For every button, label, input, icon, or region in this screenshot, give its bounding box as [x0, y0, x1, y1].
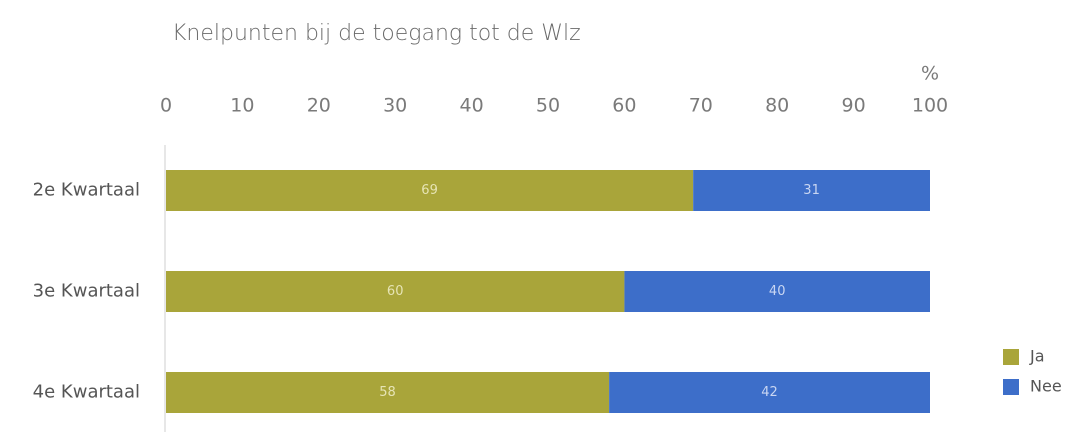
bar-segment — [624, 271, 930, 312]
chart-title: Knelpunten bij de toegang tot de Wlz — [172, 21, 581, 46]
x-tick-label: 40 — [460, 95, 484, 117]
legend-label: Nee — [1030, 377, 1062, 396]
x-tick-label: 10 — [230, 95, 254, 117]
bar-segment — [609, 372, 930, 413]
x-tick-label: 20 — [307, 95, 331, 117]
category-label: 2e Kwartaal — [33, 180, 140, 201]
data-label: 69 — [421, 183, 438, 198]
data-label: 31 — [803, 183, 820, 198]
category-label: 4e Kwartaal — [33, 382, 140, 403]
category-label: 3e Kwartaal — [33, 281, 140, 302]
legend-swatch — [1003, 349, 1019, 365]
bar-segment — [166, 170, 694, 211]
x-tick-label: 90 — [842, 95, 866, 117]
bar-segment — [166, 372, 610, 413]
x-tick-label: 50 — [536, 95, 560, 117]
x-tick-label: 70 — [689, 95, 713, 117]
data-label: 58 — [379, 385, 396, 400]
x-tick-label: 100 — [912, 95, 948, 117]
data-label: 40 — [769, 284, 786, 299]
x-tick-label: 60 — [612, 95, 636, 117]
x-tick-label: 0 — [160, 95, 172, 117]
data-label: 60 — [387, 284, 404, 299]
legend-label: Ja — [1029, 347, 1045, 366]
axis-unit-label: % — [921, 63, 939, 85]
data-label: 42 — [761, 385, 778, 400]
x-tick-label: 30 — [383, 95, 407, 117]
bar-segment — [166, 271, 625, 312]
legend-swatch — [1003, 379, 1019, 395]
x-tick-label: 80 — [765, 95, 789, 117]
bar-segment — [693, 170, 930, 211]
